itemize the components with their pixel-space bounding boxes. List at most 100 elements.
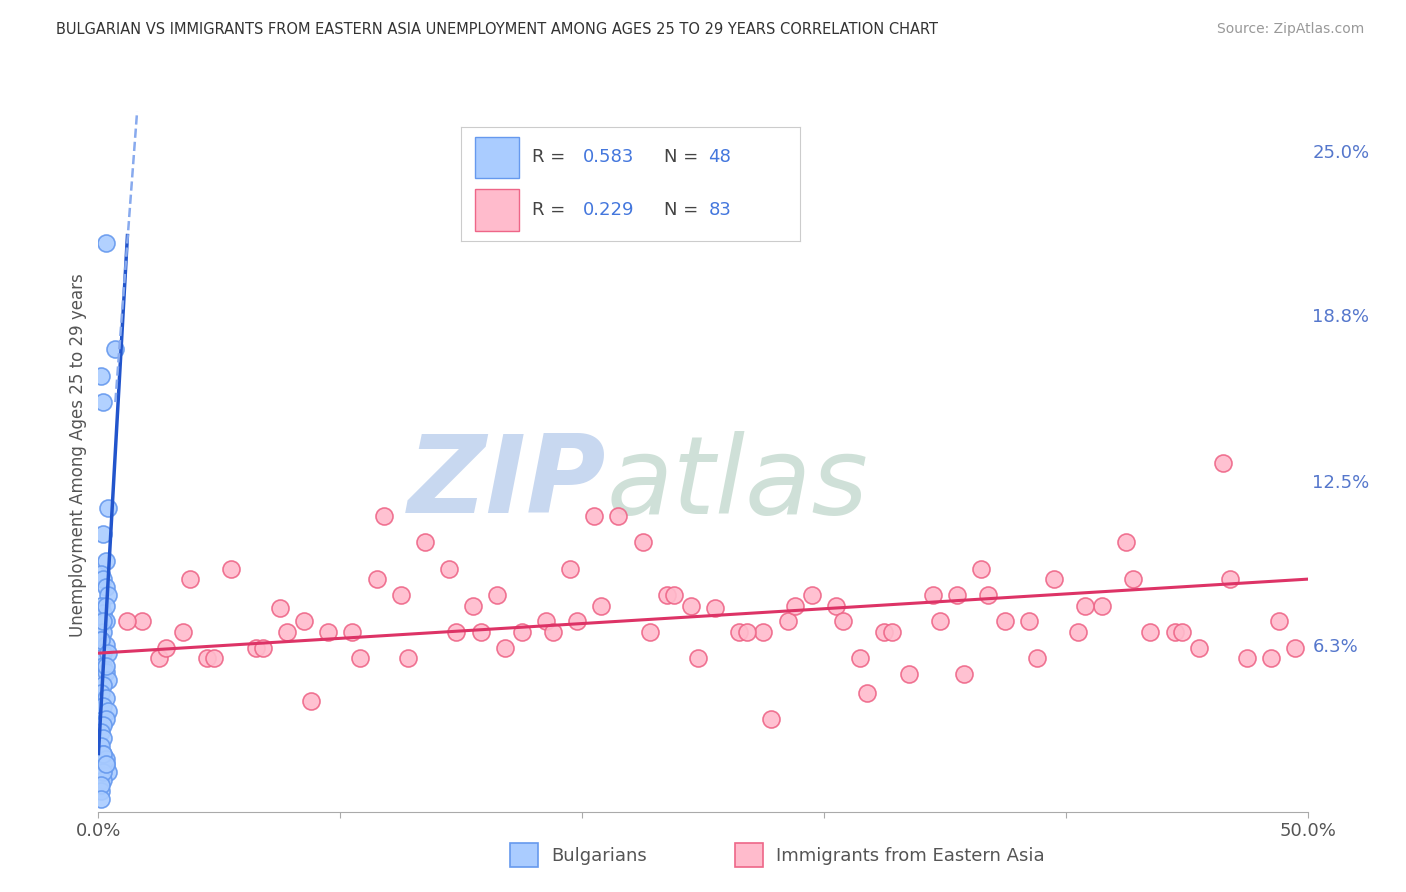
Point	[91, 572, 114, 586]
Point	[825, 599, 848, 613]
Point	[1267, 615, 1289, 629]
Point	[221, 561, 243, 575]
Point	[342, 625, 364, 640]
Point	[94, 665, 117, 679]
Point	[567, 615, 589, 629]
Point	[463, 599, 485, 613]
Point	[856, 686, 879, 700]
Point	[252, 640, 274, 655]
Point	[91, 772, 114, 787]
Point	[389, 588, 412, 602]
Point	[94, 638, 117, 652]
Text: N =: N =	[664, 148, 704, 167]
Point	[269, 601, 291, 615]
Point	[91, 698, 114, 713]
Point	[470, 625, 492, 640]
Point	[316, 625, 339, 640]
Point	[929, 615, 952, 629]
Point	[94, 554, 117, 568]
Point	[91, 747, 114, 761]
Point	[413, 535, 436, 549]
Text: 83: 83	[709, 201, 731, 219]
Point	[94, 757, 117, 772]
Point	[179, 572, 201, 586]
Point	[679, 599, 702, 613]
Point	[94, 757, 117, 772]
Point	[94, 580, 117, 594]
Point	[953, 667, 976, 681]
Point	[91, 527, 114, 541]
Point	[97, 646, 120, 660]
Point	[91, 646, 114, 660]
Point	[94, 599, 117, 613]
Point	[94, 691, 117, 706]
Point	[946, 588, 969, 602]
Text: Immigrants from Eastern Asia: Immigrants from Eastern Asia	[776, 847, 1045, 865]
Point	[1188, 640, 1211, 655]
Point	[1284, 640, 1306, 655]
Point	[1115, 535, 1137, 549]
Point	[90, 791, 112, 805]
Point	[97, 765, 120, 780]
Point	[873, 625, 896, 640]
Text: Bulgarians: Bulgarians	[551, 847, 647, 865]
Point	[299, 694, 322, 708]
Point	[131, 615, 153, 629]
Point	[373, 508, 395, 523]
Point	[90, 632, 112, 647]
Point	[1260, 651, 1282, 665]
Point	[1122, 572, 1144, 586]
Text: 0.583: 0.583	[583, 148, 634, 167]
Point	[1139, 625, 1161, 640]
Point	[970, 561, 993, 575]
Point	[148, 651, 170, 665]
Point	[90, 632, 112, 647]
Bar	[475, 189, 519, 230]
Point	[638, 625, 661, 640]
Text: ZIP: ZIP	[408, 431, 606, 536]
Point	[97, 673, 120, 687]
Point	[510, 625, 533, 640]
Point	[1025, 651, 1047, 665]
Point	[97, 500, 120, 515]
Point	[91, 615, 114, 629]
Point	[591, 599, 613, 613]
Point	[195, 651, 218, 665]
Point	[704, 601, 727, 615]
Point	[583, 508, 606, 523]
Point	[155, 640, 177, 655]
Text: R =: R =	[533, 148, 571, 167]
Point	[776, 615, 799, 629]
Point	[90, 566, 112, 581]
Point	[94, 236, 117, 251]
Point	[800, 588, 823, 602]
Point	[849, 651, 872, 665]
Point	[90, 783, 112, 797]
Point	[558, 561, 581, 575]
Point	[631, 535, 654, 549]
Point	[1171, 625, 1194, 640]
Point	[1163, 625, 1185, 640]
Point	[349, 651, 371, 665]
Point	[94, 712, 117, 726]
Point	[91, 747, 114, 761]
Point	[91, 607, 114, 621]
Point	[90, 368, 112, 383]
Point	[735, 625, 758, 640]
Text: R =: R =	[533, 201, 571, 219]
Point	[90, 739, 112, 753]
Bar	[509, 843, 538, 867]
Point	[1236, 651, 1258, 665]
Y-axis label: Unemployment Among Ages 25 to 29 years: Unemployment Among Ages 25 to 29 years	[69, 273, 87, 637]
Point	[1067, 625, 1090, 640]
Point	[832, 615, 855, 629]
Point	[90, 599, 112, 613]
Point	[494, 640, 516, 655]
Bar	[734, 843, 763, 867]
Point	[117, 615, 139, 629]
Point	[97, 704, 120, 718]
Point	[366, 572, 388, 586]
Point	[688, 651, 710, 665]
Point	[977, 588, 1000, 602]
Point	[534, 615, 557, 629]
